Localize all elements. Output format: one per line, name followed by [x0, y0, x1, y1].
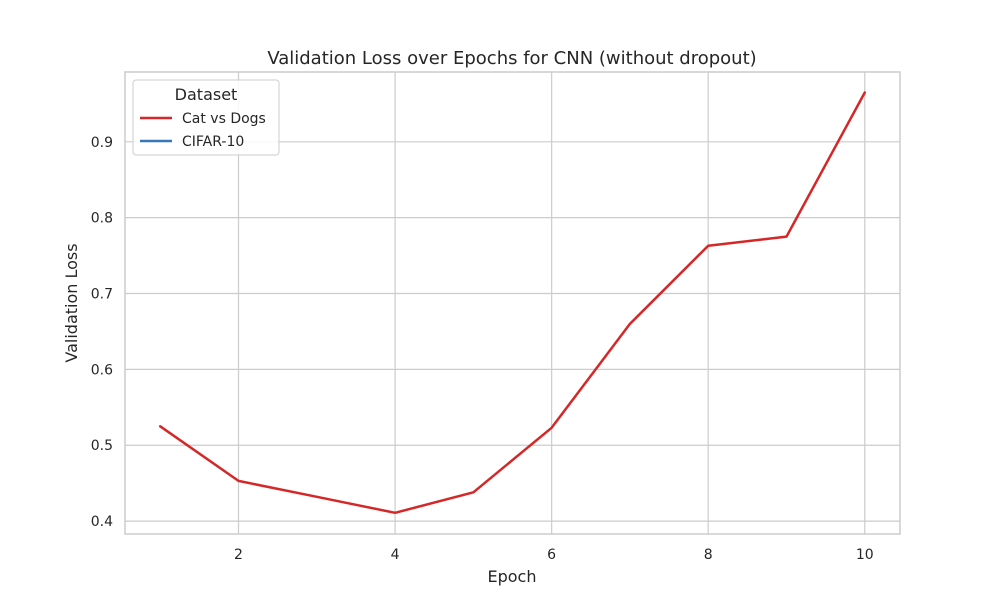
legend: Dataset Cat vs Dogs CIFAR-10	[132, 79, 280, 156]
legend-label-cat-vs-dogs: Cat vs Dogs	[182, 111, 266, 127]
y-tick-label: 0.5	[91, 438, 113, 454]
y-axis-label: Validation Loss	[62, 243, 81, 362]
y-tick-label: 0.7	[91, 287, 113, 303]
y-tick-label: 0.9	[91, 135, 113, 151]
x-tick-label: 4	[391, 547, 400, 563]
series	[158, 91, 867, 515]
tick-labels: 2 4 6 8 10 0.4 0.5 0.6 0.7 0.8 0.9	[91, 135, 874, 563]
x-tick-label: 10	[856, 547, 874, 563]
x-axis-label: Epoch	[488, 567, 537, 586]
legend-title: Dataset	[175, 85, 238, 104]
series-line-cat-vs-dogs	[158, 91, 867, 515]
y-tick-label: 0.4	[91, 514, 113, 530]
chart-title: Validation Loss over Epochs for CNN (wit…	[267, 48, 756, 69]
plot-frame	[124, 71, 901, 535]
x-tick-label: 8	[704, 547, 713, 563]
x-tick-label: 2	[234, 547, 243, 563]
x-tick-label: 6	[547, 547, 556, 563]
legend-box	[132, 79, 280, 156]
y-tick-label: 0.6	[91, 362, 113, 378]
y-tick-label: 0.8	[91, 211, 113, 227]
legend-label-cifar-10: CIFAR-10	[182, 134, 244, 150]
